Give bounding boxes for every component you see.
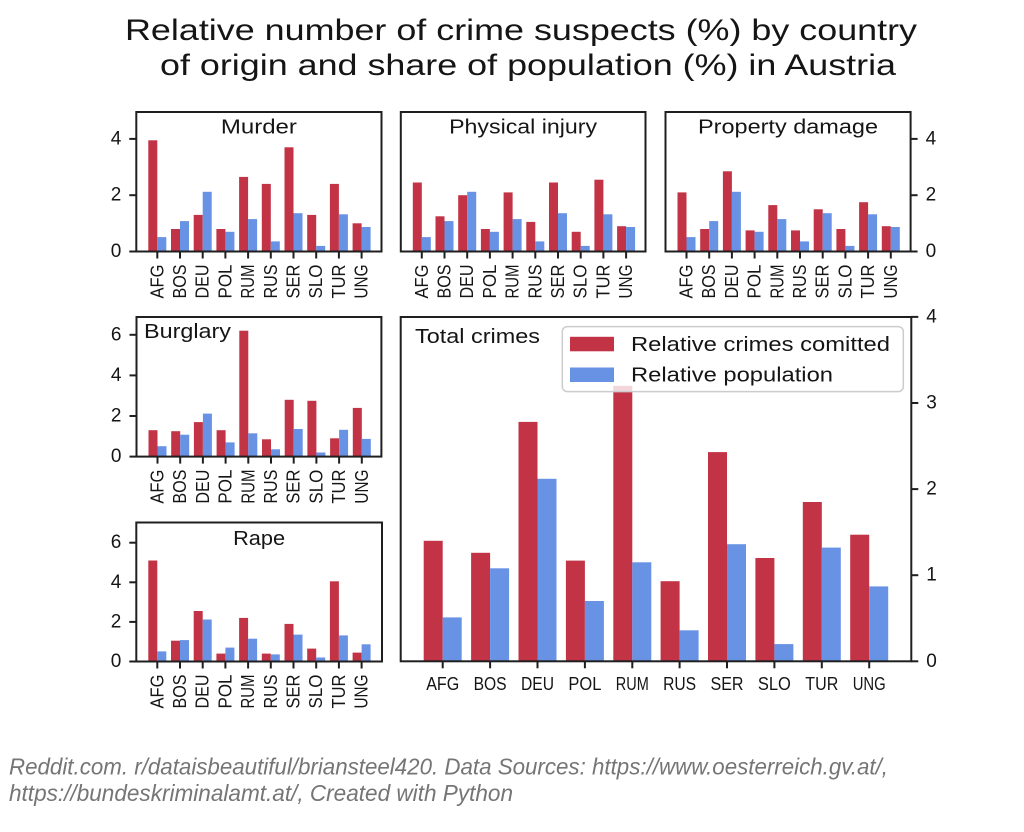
svg-text:Relative crimes comitted: Relative crimes comitted [631, 334, 890, 356]
svg-text:AFG: AFG [147, 675, 167, 709]
svg-text:0: 0 [111, 446, 122, 467]
svg-text:DEU: DEU [722, 265, 742, 299]
svg-text:AFG: AFG [677, 265, 697, 299]
svg-text:Property damage: Property damage [698, 117, 878, 139]
svg-text:POL: POL [745, 265, 765, 299]
svg-text:RUS: RUS [261, 265, 281, 299]
svg-text:SER: SER [284, 265, 304, 299]
svg-text:POL: POL [215, 265, 235, 299]
svg-text:UNG: UNG [616, 265, 636, 299]
svg-text:0: 0 [926, 241, 937, 262]
svg-text:BOS: BOS [170, 265, 190, 299]
svg-text:RUM: RUM [238, 265, 258, 299]
svg-text:SER: SER [284, 675, 304, 709]
svg-text:2: 2 [926, 185, 937, 206]
svg-text:TUR: TUR [329, 675, 349, 709]
svg-text:AFG: AFG [148, 470, 168, 504]
svg-text:Burglary: Burglary [144, 321, 231, 343]
svg-text:RUM: RUM [238, 470, 258, 504]
svg-text:RUS: RUS [790, 265, 810, 299]
svg-text:BOS: BOS [170, 470, 190, 504]
svg-text:DEU: DEU [193, 675, 213, 709]
svg-text:3: 3 [926, 393, 937, 414]
svg-text:BOS: BOS [474, 674, 507, 694]
svg-text:0: 0 [926, 651, 937, 672]
svg-text:6: 6 [111, 532, 122, 553]
svg-text:Murder: Murder [221, 117, 297, 139]
svg-text:RUM: RUM [767, 265, 787, 299]
svg-text:SLO: SLO [306, 470, 326, 504]
svg-text:4: 4 [111, 365, 122, 386]
svg-text:4: 4 [111, 572, 122, 593]
svg-text:2: 2 [926, 479, 937, 500]
svg-text:Reddit.com. r/dataisbeautiful/: Reddit.com. r/dataisbeautiful/briansteel… [9, 753, 888, 779]
svg-text:SLO: SLO [835, 265, 855, 299]
svg-text:TUR: TUR [805, 674, 838, 694]
svg-text:RUS: RUS [663, 674, 696, 694]
svg-text:POL: POL [216, 470, 236, 504]
svg-text:RUS: RUS [261, 675, 281, 709]
svg-text:SER: SER [813, 265, 833, 299]
svg-text:RUM: RUM [238, 675, 258, 709]
svg-text:DEU: DEU [457, 265, 477, 299]
svg-text:SLO: SLO [306, 675, 326, 709]
svg-text:TUR: TUR [329, 470, 349, 504]
svg-text:https://bundeskriminalamt.at/,: https://bundeskriminalamt.at/, Created w… [9, 780, 513, 806]
svg-text:Relative population: Relative population [631, 365, 833, 387]
svg-text:UNG: UNG [881, 265, 901, 299]
svg-text:DEU: DEU [193, 470, 213, 504]
svg-text:TUR: TUR [593, 265, 613, 299]
svg-text:SLO: SLO [306, 265, 326, 299]
svg-text:0: 0 [111, 241, 122, 262]
svg-text:Total crimes: Total crimes [415, 326, 540, 348]
svg-text:SER: SER [284, 470, 304, 504]
svg-text:Physical injury: Physical injury [449, 117, 597, 139]
svg-text:DEU: DEU [193, 265, 213, 299]
svg-text:BOS: BOS [699, 265, 719, 299]
svg-text:UNG: UNG [352, 265, 372, 299]
svg-text:POL: POL [568, 674, 601, 694]
svg-text:SER: SER [711, 674, 744, 694]
svg-text:SLO: SLO [571, 265, 591, 299]
svg-text:4: 4 [926, 306, 937, 327]
svg-text:RUM: RUM [503, 265, 523, 299]
svg-text:AFG: AFG [426, 674, 459, 694]
svg-text:TUR: TUR [329, 265, 349, 299]
svg-text:SLO: SLO [758, 674, 791, 694]
svg-text:UNG: UNG [853, 674, 886, 694]
svg-text:POL: POL [480, 265, 500, 299]
svg-text:RUM: RUM [616, 674, 649, 694]
svg-text:RUS: RUS [261, 470, 281, 504]
svg-text:of origin and share of populat: of origin and share of population (%) in… [160, 49, 896, 82]
svg-text:BOS: BOS [170, 675, 190, 709]
svg-text:AFG: AFG [147, 265, 167, 299]
svg-text:Relative number of crime suspe: Relative number of crime suspects (%) by… [125, 14, 917, 47]
svg-text:2: 2 [111, 611, 122, 632]
svg-text:1: 1 [926, 565, 937, 586]
svg-text:UNG: UNG [352, 675, 372, 709]
svg-text:Rape: Rape [233, 528, 285, 550]
svg-text:4: 4 [926, 128, 937, 149]
svg-text:UNG: UNG [352, 470, 372, 504]
svg-text:BOS: BOS [435, 265, 455, 299]
svg-text:SER: SER [548, 265, 568, 299]
svg-text:DEU: DEU [521, 674, 554, 694]
svg-text:TUR: TUR [858, 265, 878, 299]
svg-text:RUS: RUS [525, 265, 545, 299]
svg-text:4: 4 [111, 128, 122, 149]
svg-text:AFG: AFG [412, 265, 432, 299]
svg-text:2: 2 [111, 185, 122, 206]
svg-text:POL: POL [215, 675, 235, 709]
svg-text:6: 6 [111, 324, 122, 345]
svg-text:0: 0 [111, 651, 122, 672]
svg-text:2: 2 [111, 406, 122, 427]
